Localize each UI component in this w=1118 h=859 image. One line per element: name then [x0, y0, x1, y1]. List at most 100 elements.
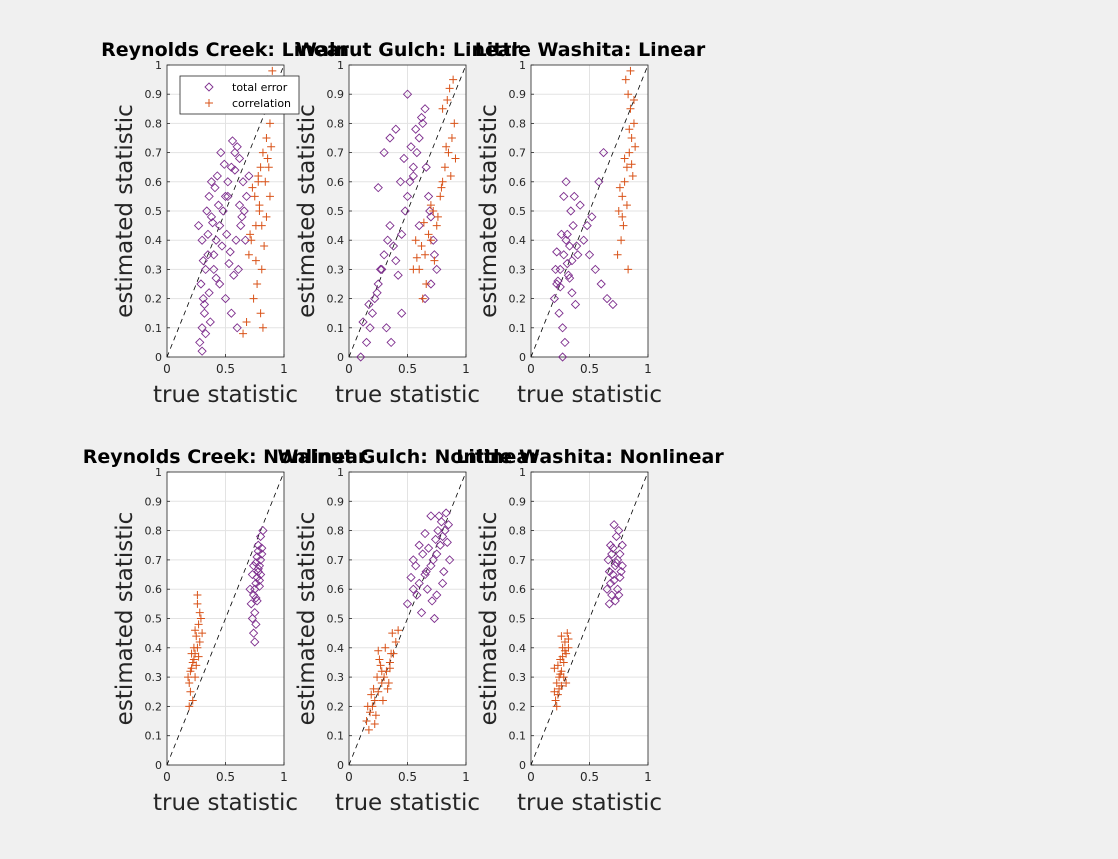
data-point-plus: [620, 154, 629, 163]
data-point-plus: [621, 75, 630, 84]
data-point-diamond: [571, 241, 582, 251]
data-point-diamond: [382, 235, 393, 245]
data-point-diamond: [204, 288, 214, 298]
data-point-diamond: [442, 537, 452, 547]
data-point-diamond: [607, 549, 617, 559]
data-point-plus: [552, 678, 561, 687]
data-point-plus: [384, 678, 393, 687]
data-point-plus: [443, 96, 452, 105]
data-point-diamond: [406, 142, 416, 152]
x-tick-label: 0: [163, 770, 171, 784]
x-axis-label: true statistic: [517, 790, 662, 816]
data-point-diamond: [209, 264, 219, 275]
identity-line: [348, 471, 467, 766]
data-point-diamond: [240, 235, 251, 245]
y-tick-label: 0: [155, 351, 162, 364]
data-point-diamond: [560, 337, 570, 348]
data-point-diamond: [603, 555, 613, 565]
data-point-plus: [421, 250, 430, 259]
y-tick-label: 0.5: [145, 613, 163, 626]
data-point-plus: [442, 142, 451, 151]
data-point-diamond: [414, 540, 424, 550]
identity-line: [348, 64, 467, 358]
data-point-plus: [248, 183, 257, 192]
data-point-plus: [562, 678, 571, 687]
y-axis-label: estimated statistic: [112, 104, 138, 318]
data-point-diamond: [198, 256, 208, 266]
y-tick-label: 0.4: [145, 642, 163, 655]
data-point-diamond: [202, 206, 212, 216]
data-point-plus: [261, 177, 270, 186]
data-point-plus: [619, 221, 628, 230]
data-point-plus: [624, 265, 633, 274]
data-point-plus: [193, 591, 202, 600]
data-point-plus: [627, 134, 636, 142]
data-point-diamond: [216, 147, 226, 158]
y-axis-label: estimated statistic: [112, 512, 138, 726]
data-point-plus: [432, 221, 441, 230]
data-point-plus: [265, 119, 274, 128]
data-point-plus: [620, 177, 629, 186]
y-tick-label: 0.8: [509, 525, 527, 538]
data-point-diamond: [361, 337, 372, 348]
x-axis-label: true statistic: [335, 382, 480, 408]
data-point-diamond: [418, 549, 428, 559]
y-tick-label: 0.9: [145, 495, 163, 508]
data-point-diamond: [198, 293, 208, 304]
data-point-plus: [383, 684, 392, 693]
data-point-plus: [264, 163, 273, 172]
data-point-diamond: [252, 552, 262, 562]
data-point-plus: [193, 599, 202, 608]
data-point-diamond: [416, 608, 427, 618]
data-point-diamond: [596, 279, 606, 289]
data-point-diamond: [444, 555, 455, 565]
data-point-plus: [563, 629, 572, 638]
y-tick-label: 0.4: [327, 642, 345, 655]
data-point-diamond: [426, 561, 436, 571]
data-point-diamond: [250, 637, 260, 647]
x-tick-label: 1: [644, 362, 652, 376]
data-point-diamond: [611, 558, 622, 568]
subplot-2: 0 0.5 100.10.20.30.40.50.60.70.80.91Walnut…: [294, 39, 521, 408]
data-point-plus: [187, 649, 196, 658]
data-point-plus: [446, 171, 455, 180]
data-point-plus: [196, 614, 205, 623]
data-point-diamond: [561, 235, 571, 245]
data-point-diamond: [555, 264, 565, 275]
data-point-diamond: [212, 171, 222, 181]
data-point-diamond: [379, 250, 389, 260]
data-point-plus: [430, 256, 439, 265]
data-point-diamond: [236, 220, 246, 231]
data-point-plus: [267, 142, 276, 151]
y-tick-label: 0.2: [327, 700, 345, 713]
data-point-plus: [450, 119, 459, 128]
data-point-diamond: [610, 596, 620, 606]
y-tick-label: 1: [519, 466, 526, 479]
data-point-diamond: [375, 264, 386, 275]
data-point-plus: [251, 256, 260, 265]
data-point-plus: [614, 207, 623, 215]
data-point-plus: [253, 280, 262, 288]
x-axis-label: true statistic: [153, 382, 298, 408]
y-tick-label: 0.3: [509, 671, 527, 684]
data-point-plus: [185, 702, 194, 711]
data-point-diamond: [564, 241, 575, 251]
data-point-plus: [192, 632, 201, 641]
data-point-diamond: [241, 191, 252, 202]
data-point-plus: [624, 90, 633, 99]
x-tick-label: 1: [280, 770, 288, 784]
data-point-diamond: [615, 572, 625, 583]
data-point-diamond: [237, 212, 247, 222]
data-point-diamond: [405, 177, 415, 187]
y-tick-label: 0.3: [145, 263, 163, 276]
x-tick-label: 0.5: [216, 770, 235, 784]
data-point-plus: [631, 142, 640, 151]
y-tick-label: 0.4: [509, 234, 527, 247]
data-point-plus: [376, 661, 385, 670]
y-tick-label: 1: [155, 59, 162, 72]
data-point-plus: [184, 673, 193, 682]
data-point-diamond: [200, 264, 211, 275]
data-point-diamond: [605, 578, 616, 588]
data-point-diamond: [234, 153, 245, 164]
x-tick-label: 0: [163, 362, 171, 376]
